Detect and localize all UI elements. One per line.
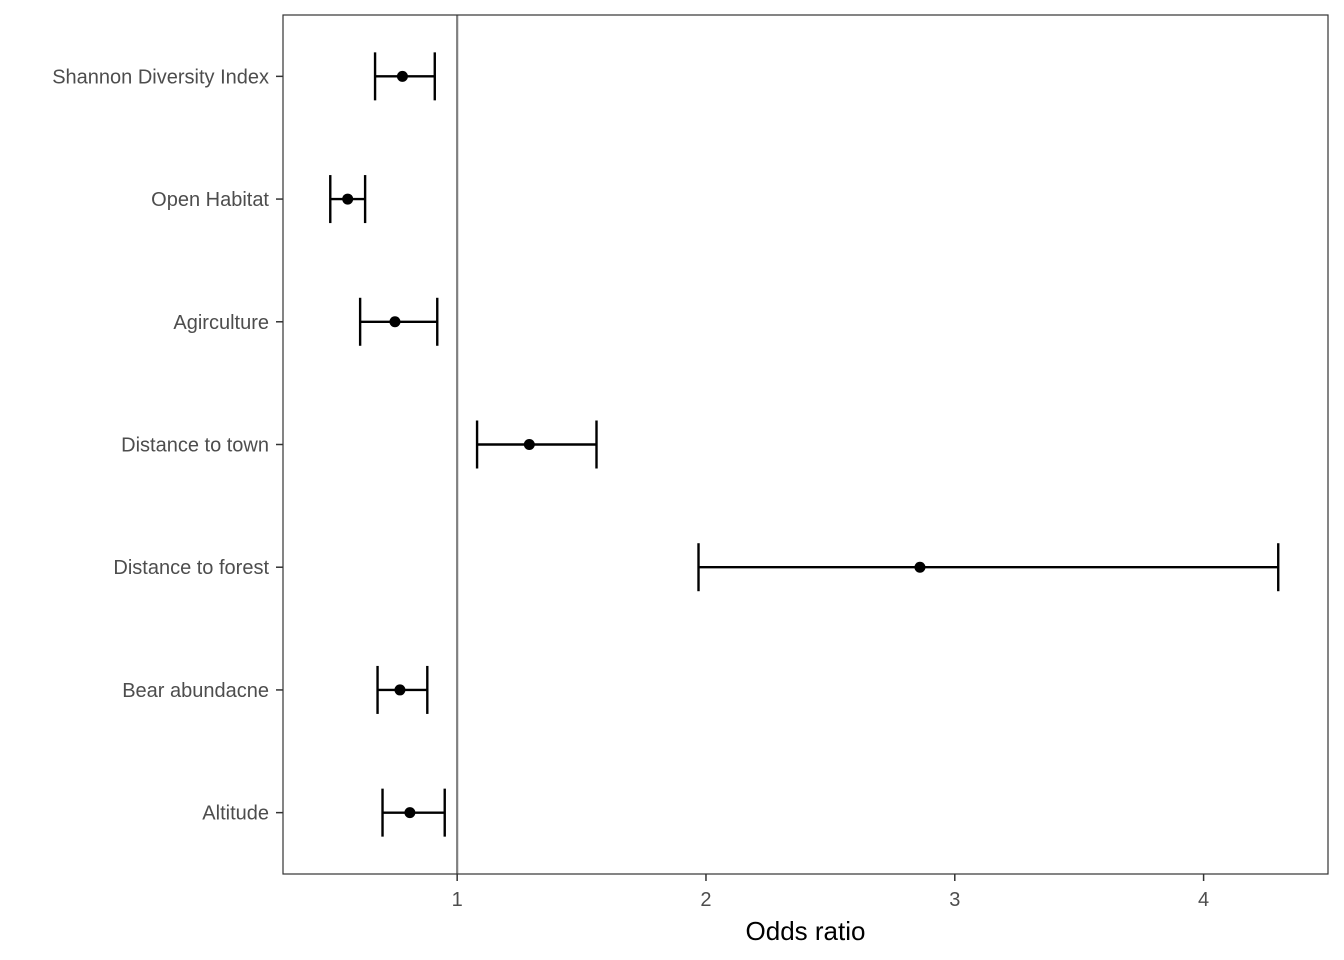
y-tick-label: Agirculture bbox=[173, 312, 269, 334]
estimate-point bbox=[342, 193, 354, 205]
x-tick-label: 4 bbox=[1198, 889, 1209, 911]
y-axis: Shannon Diversity Index Open Habitat Agirc… bbox=[52, 66, 283, 825]
y-tick-label: Shannon Diversity Index bbox=[52, 66, 269, 88]
estimate-point bbox=[914, 561, 926, 573]
y-tick-label: Open Habitat bbox=[151, 189, 269, 211]
estimate-point bbox=[404, 807, 416, 819]
y-tick-label: Altitude bbox=[202, 803, 269, 825]
estimate-point bbox=[389, 316, 401, 328]
x-axis: 1 2 3 4 bbox=[452, 874, 1209, 911]
estimate-point bbox=[523, 439, 535, 450]
x-tick-label: 1 bbox=[452, 889, 463, 911]
x-axis-title: Odds ratio bbox=[746, 916, 866, 946]
y-tick-label: Distance to town bbox=[121, 435, 269, 457]
y-tick-label: Bear abundacne bbox=[122, 680, 269, 702]
x-tick-label: 3 bbox=[949, 889, 960, 911]
y-tick-label: Distance to forest bbox=[113, 557, 269, 579]
estimate-point bbox=[396, 70, 408, 82]
x-tick-label: 2 bbox=[700, 889, 711, 911]
marks-layer bbox=[329, 52, 1280, 837]
estimate-point bbox=[394, 684, 406, 696]
